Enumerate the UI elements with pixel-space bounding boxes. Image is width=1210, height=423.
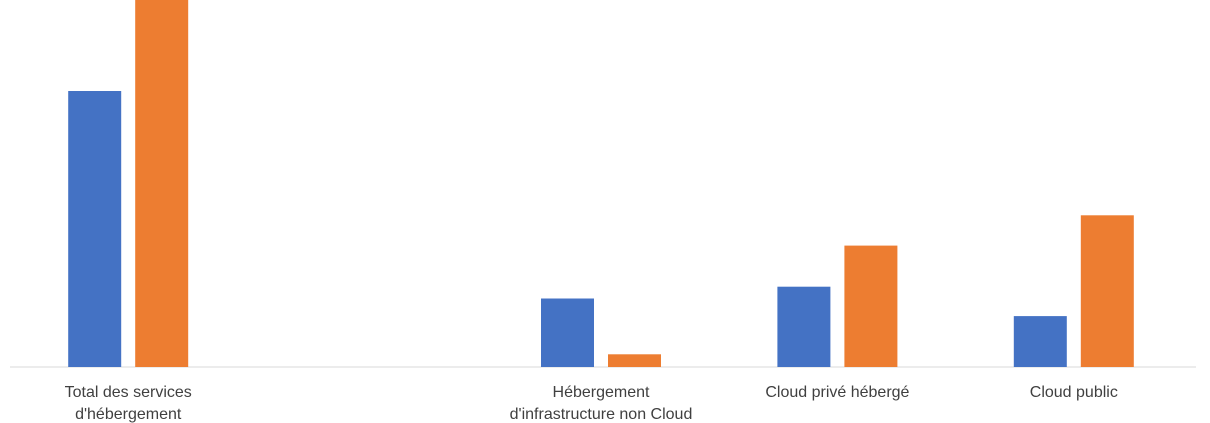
x-tick-label: Total des services: [65, 384, 192, 401]
tick-labels-group: Total des services d'hébergement Hébergeme…: [65, 384, 1118, 423]
x-tick-label: Cloud public: [1030, 384, 1118, 401]
bar-series2-category3: [608, 354, 661, 367]
x-tick-label: Hébergement: [553, 384, 651, 401]
x-tick-label: Cloud privé hébergé: [765, 384, 909, 401]
bar-series2-category5: [1080, 215, 1134, 367]
bar-series2-category4: [844, 245, 898, 367]
bar-series1-category5: [1013, 316, 1067, 367]
bar-series1-category3: [541, 298, 594, 367]
x-tick-label: d'infrastructure non Cloud: [510, 406, 693, 423]
bar-series1-category1: [68, 91, 122, 367]
bars-group: [68, 0, 1134, 367]
bar-series2-category1: [135, 0, 189, 367]
bar-series1-category4: [777, 286, 831, 367]
x-tick-label: d'hébergement: [75, 406, 182, 423]
